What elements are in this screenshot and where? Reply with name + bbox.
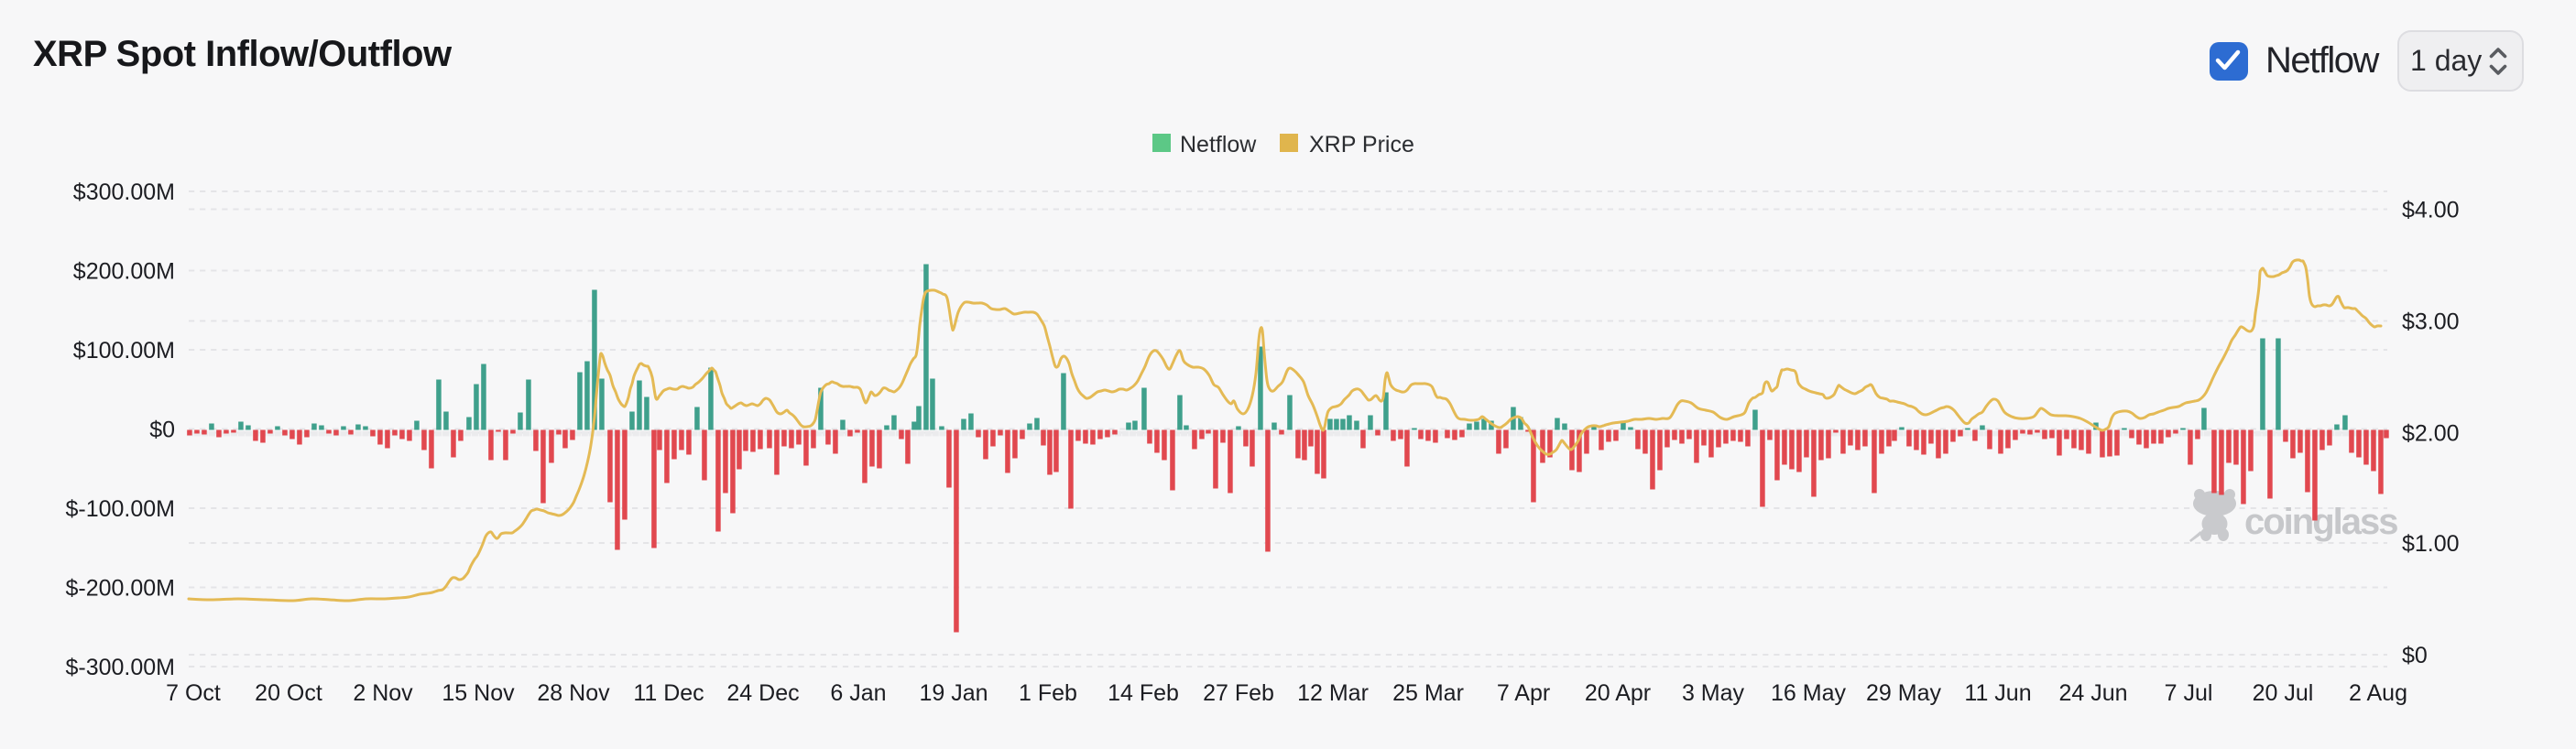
svg-text:14 Feb: 14 Feb [1108, 680, 1179, 706]
svg-text:$-200.00M: $-200.00M [65, 576, 175, 602]
svg-text:15 Nov: 15 Nov [442, 680, 515, 706]
svg-text:$200.00M: $200.00M [73, 259, 175, 285]
svg-text:20 Jul: 20 Jul [2253, 680, 2314, 706]
svg-text:$300.00M: $300.00M [73, 179, 175, 205]
svg-text:11 Jun: 11 Jun [1964, 680, 2031, 706]
svg-text:$100.00M: $100.00M [73, 338, 175, 364]
svg-text:coinglass: coinglass [2244, 502, 2397, 542]
svg-text:19 Jan: 19 Jan [919, 680, 988, 706]
svg-text:$0: $0 [2402, 643, 2428, 668]
svg-text:1 Feb: 1 Feb [1019, 680, 1077, 706]
svg-text:$-100.00M: $-100.00M [65, 496, 175, 522]
svg-text:28 Nov: 28 Nov [537, 680, 610, 706]
svg-text:20 Oct: 20 Oct [255, 680, 322, 706]
svg-text:20 Apr: 20 Apr [1585, 680, 1651, 706]
svg-text:16 May: 16 May [1771, 680, 1846, 706]
svg-text:24 Dec: 24 Dec [726, 680, 799, 706]
svg-text:7 Oct: 7 Oct [166, 680, 221, 706]
svg-text:7 Jul: 7 Jul [2165, 680, 2213, 706]
svg-text:3 May: 3 May [1682, 680, 1745, 706]
svg-text:29 May: 29 May [1866, 680, 1941, 706]
svg-text:12 Mar: 12 Mar [1297, 680, 1369, 706]
svg-text:$-300.00M: $-300.00M [65, 655, 175, 680]
svg-text:11 Dec: 11 Dec [633, 680, 704, 706]
svg-text:$4.00: $4.00 [2402, 198, 2460, 223]
svg-text:$3.00: $3.00 [2402, 309, 2460, 335]
svg-text:$0: $0 [149, 418, 175, 443]
svg-text:2 Aug: 2 Aug [2349, 680, 2407, 706]
svg-text:25 Mar: 25 Mar [1392, 680, 1464, 706]
svg-text:6 Jan: 6 Jan [830, 680, 886, 706]
svg-text:$1.00: $1.00 [2402, 531, 2460, 557]
svg-text:$2.00: $2.00 [2402, 421, 2460, 447]
svg-text:2 Nov: 2 Nov [353, 680, 413, 706]
svg-text:27 Feb: 27 Feb [1203, 680, 1274, 706]
svg-text:7 Apr: 7 Apr [1497, 680, 1550, 706]
svg-text:24 Jun: 24 Jun [2058, 680, 2127, 706]
